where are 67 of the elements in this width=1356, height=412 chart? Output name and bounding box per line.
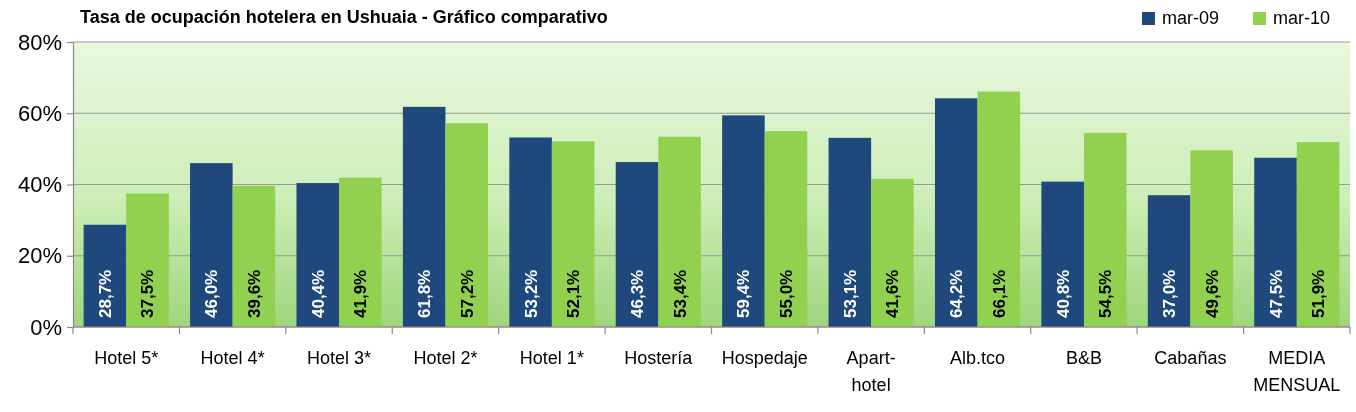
data-label: 39,6% (244, 269, 264, 318)
data-label: 47,5% (1266, 269, 1286, 318)
x-tick-label: Cabañas (1154, 348, 1227, 368)
data-label: 49,6% (1202, 269, 1222, 318)
data-label: 57,2% (457, 269, 477, 318)
data-label: 37,5% (138, 269, 158, 318)
bar (551, 141, 595, 327)
x-tick-label: Hospedaje (721, 348, 808, 368)
data-label: 40,4% (308, 269, 328, 318)
x-tick-label: Hotel 2* (413, 348, 478, 368)
bar (296, 183, 340, 327)
y-tick-label: 0% (30, 314, 62, 340)
bar (339, 177, 382, 327)
y-tick-label: 40% (17, 172, 62, 198)
x-tick-label: Hotel 5* (94, 348, 159, 368)
bar (871, 178, 914, 327)
x-tick-label: Hotel 1* (519, 348, 584, 368)
bar (1190, 150, 1233, 327)
data-label: 53,1% (840, 269, 860, 318)
y-tick-label: 60% (17, 100, 62, 126)
x-tick-label: Hotel 3* (307, 348, 372, 368)
data-label: 55,0% (776, 269, 796, 318)
legend-label: mar-10 (1272, 8, 1330, 28)
data-label: 41,9% (351, 269, 371, 318)
bar (1296, 142, 1340, 327)
bar (445, 123, 489, 327)
y-tick-label: 80% (17, 29, 62, 55)
data-label: 64,2% (947, 269, 967, 318)
x-tick-label: Alb.tco (950, 348, 1006, 368)
data-label: 40,8% (1053, 269, 1073, 318)
data-label: 54,5% (1096, 269, 1116, 318)
bar (1254, 157, 1297, 327)
bar (934, 98, 978, 327)
data-label: 46,0% (202, 269, 222, 318)
x-tick-label: B&B (1065, 348, 1102, 368)
bar (402, 106, 446, 327)
x-tick-label: Hotel 4* (200, 348, 265, 368)
bar (126, 193, 169, 327)
data-label: 41,6% (883, 269, 903, 318)
data-label: 51,9% (1309, 269, 1329, 318)
bar (232, 185, 276, 327)
bar (1147, 195, 1191, 327)
data-label: 28,7% (95, 269, 115, 318)
data-label: 46,3% (628, 269, 648, 318)
bar (615, 162, 659, 327)
bar (722, 115, 765, 327)
bar (190, 163, 233, 327)
bar (1041, 181, 1084, 327)
bar (828, 137, 872, 327)
x-tick-label: Apart-hotel (846, 348, 896, 395)
bar (1083, 132, 1127, 327)
data-label: 53,4% (670, 269, 690, 318)
bar (977, 91, 1021, 327)
data-label: 66,1% (989, 269, 1009, 318)
data-label: 59,4% (734, 269, 754, 318)
data-label: 52,1% (564, 269, 584, 318)
bar (764, 131, 808, 327)
bar (509, 137, 552, 327)
x-tick-label: MEDIA MENSUAL (1253, 348, 1341, 395)
data-label: 53,2% (521, 269, 541, 318)
y-tick-label: 20% (17, 243, 62, 269)
data-label: 37,0% (1160, 269, 1180, 318)
legend-label: mar-09 (1161, 8, 1219, 28)
bar (658, 136, 701, 327)
data-label: 61,8% (415, 269, 435, 318)
chart-title: Tasa de ocupación hotelera en Ushuaia - Gráfico comparativo (80, 7, 608, 27)
x-tick-label: Hostería (624, 348, 694, 368)
